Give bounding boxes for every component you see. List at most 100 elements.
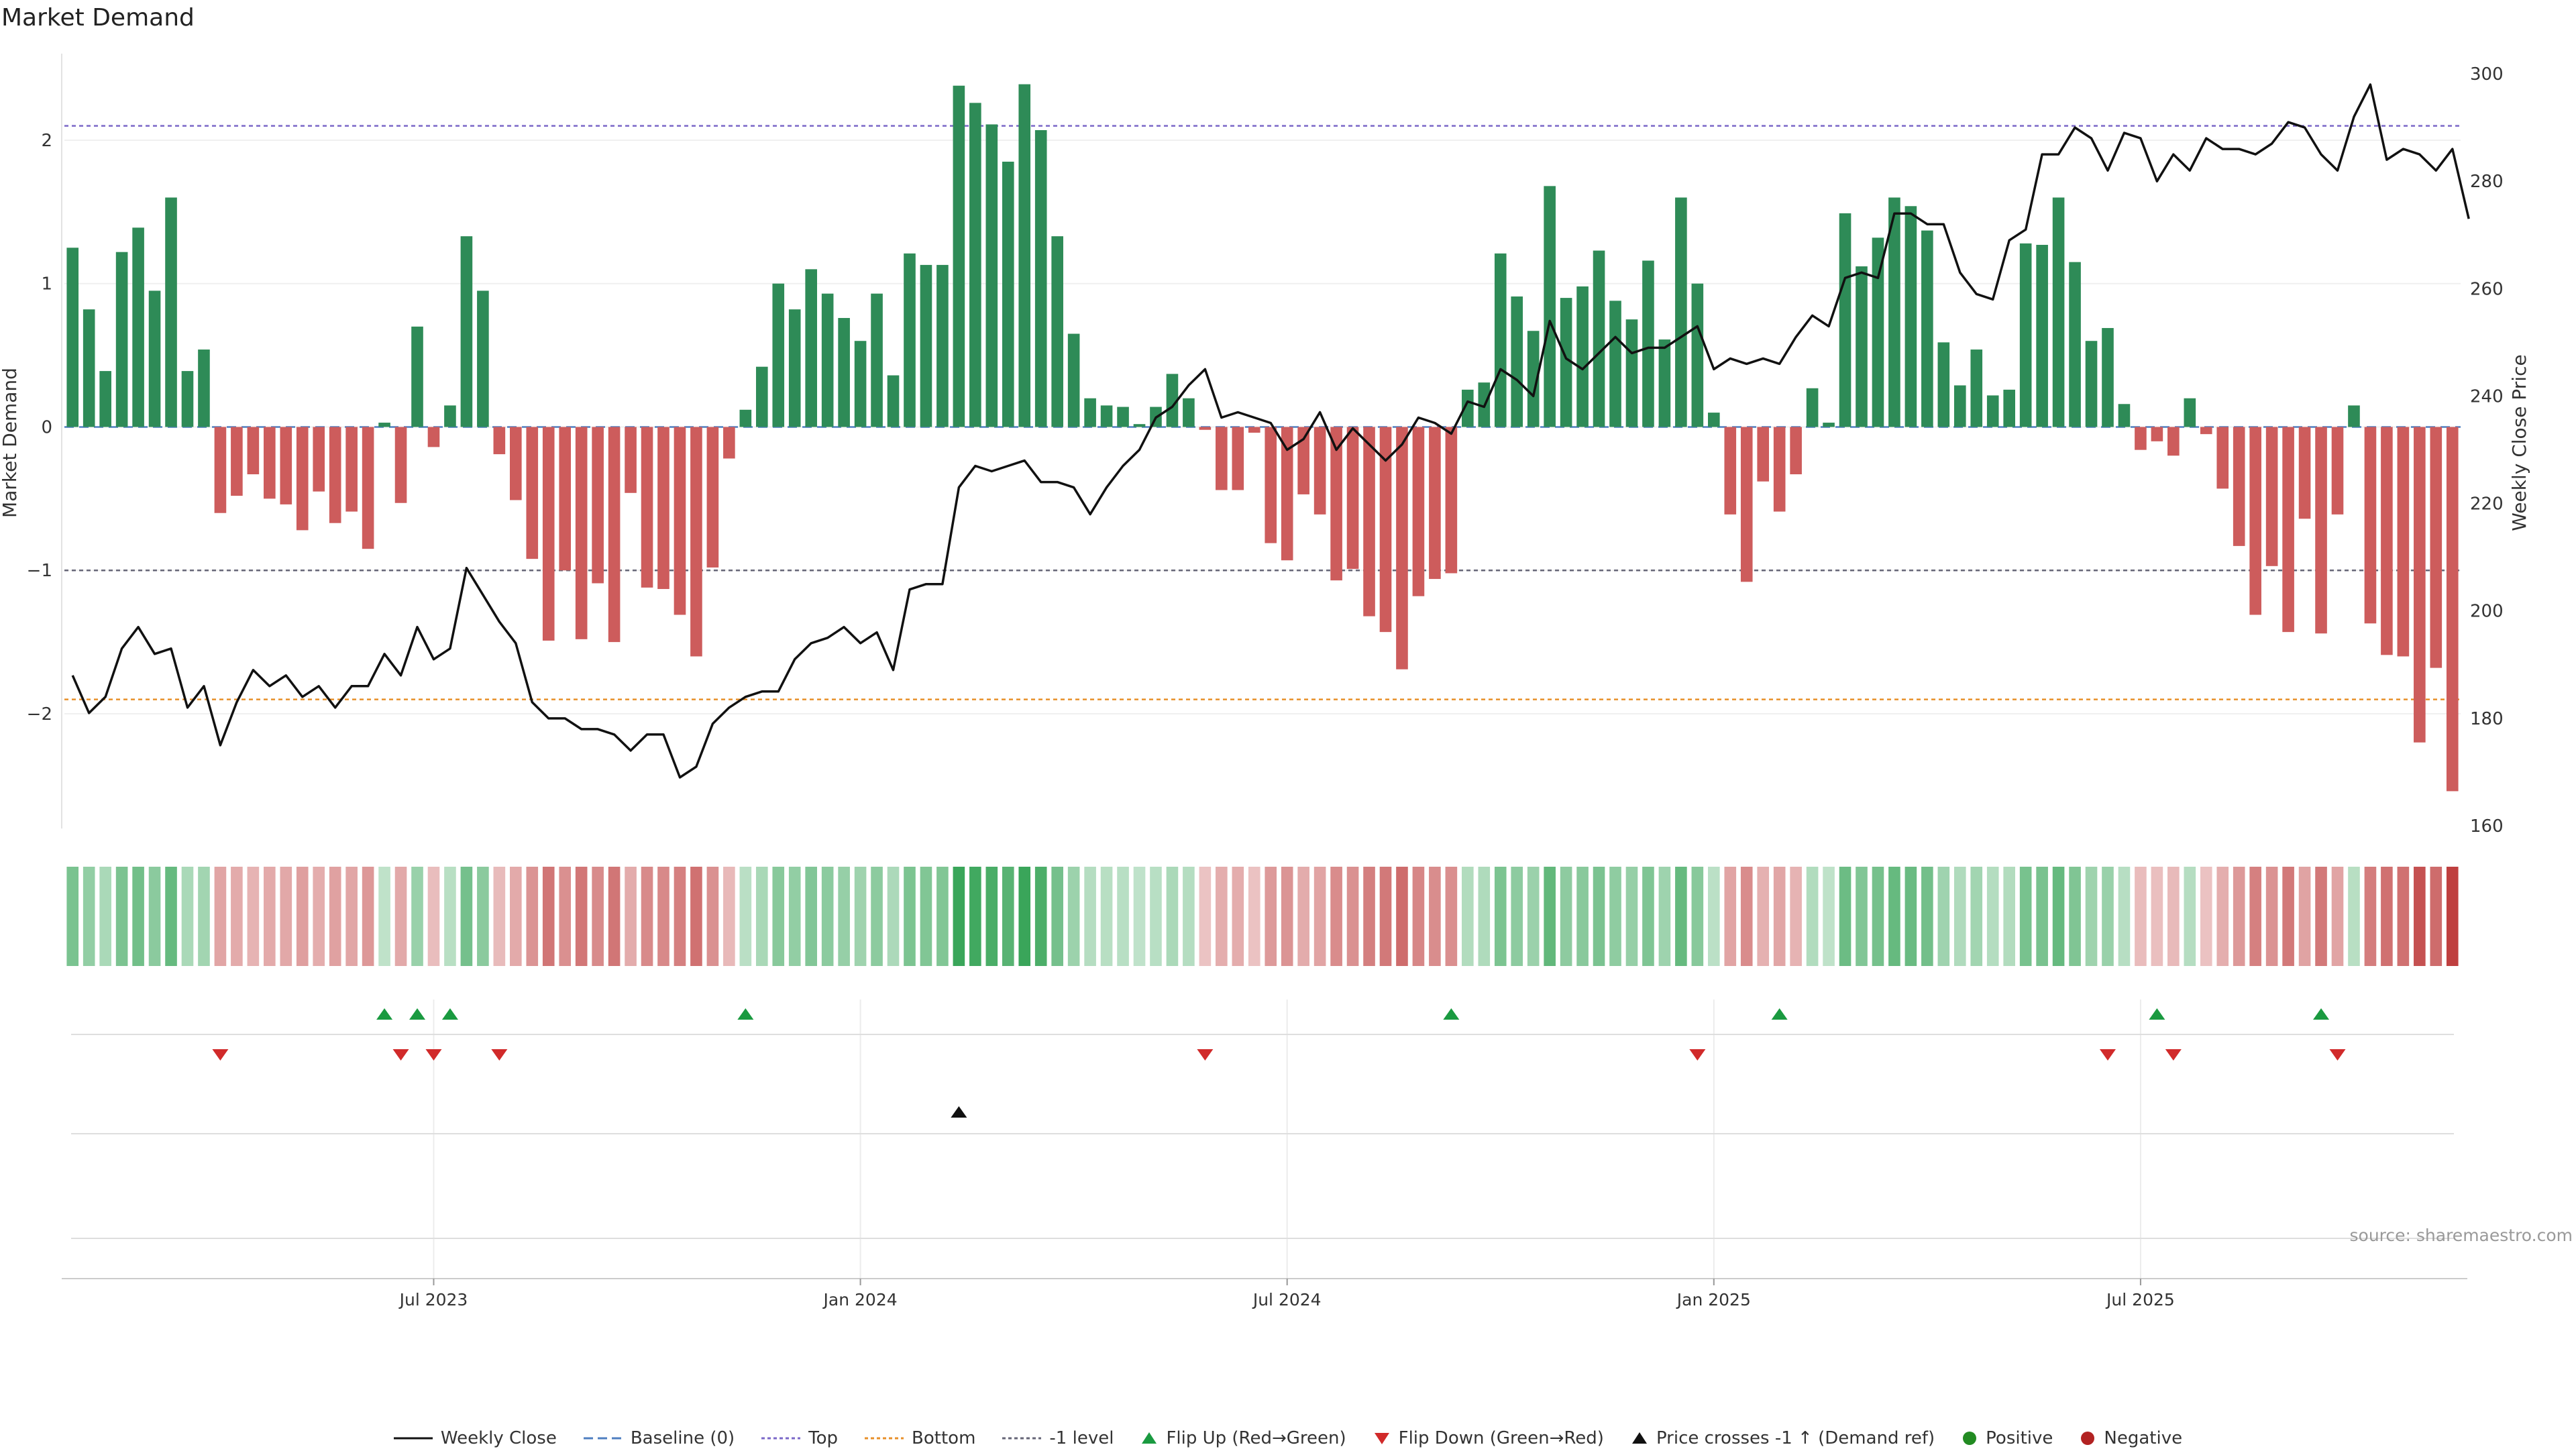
demand-bar	[2003, 389, 2015, 427]
heat-cell	[854, 867, 867, 966]
heat-cell	[887, 867, 900, 966]
demand-bar	[772, 283, 785, 427]
demand-bar	[2315, 427, 2327, 634]
heat-cell	[83, 867, 95, 966]
legend-item-baseline: Baseline (0)	[583, 1428, 735, 1448]
heat-cell	[2200, 867, 2212, 966]
demand-bar	[493, 427, 506, 455]
heat-cell	[1658, 867, 1671, 966]
heat-cell	[1544, 867, 1556, 966]
legend-label: Negative	[2104, 1428, 2183, 1448]
heat-cell	[1330, 867, 1342, 966]
heat-cell	[394, 867, 407, 966]
demand-bar	[2364, 427, 2377, 624]
heat-cell	[198, 867, 210, 966]
heat-cell	[2397, 867, 2410, 966]
heat-cell	[772, 867, 785, 966]
demand-bar	[1970, 350, 1983, 427]
demand-bar	[1921, 230, 1933, 427]
demand-bar	[641, 427, 653, 588]
legend-label: Bottom	[912, 1428, 976, 1448]
legend-item-bottom: Bottom	[865, 1428, 975, 1448]
flip-down-marker	[212, 1049, 229, 1061]
demand-bar	[1232, 427, 1244, 490]
demand-bar	[329, 427, 341, 523]
legend-item-negative: Negative	[2080, 1428, 2182, 1448]
heat-cell	[1133, 867, 1146, 966]
heat-cell	[1494, 867, 1507, 966]
heat-cell	[674, 867, 686, 966]
heat-cell	[362, 867, 374, 966]
heat-cell	[2348, 867, 2360, 966]
x-tick-label: Jul 2025	[2105, 1290, 2175, 1309]
heat-cell	[1018, 867, 1031, 966]
heat-cell	[2265, 867, 2278, 966]
demand-heat-strip	[66, 867, 2459, 966]
demand-bar	[969, 103, 981, 427]
heat-cell	[2069, 867, 2081, 966]
demand-bar	[1560, 298, 1572, 427]
x-tick-label: Jul 2024	[1252, 1290, 1322, 1309]
demand-bar	[83, 309, 95, 427]
heat-cell	[1002, 867, 1014, 966]
demand-bar	[1494, 253, 1507, 427]
demand-bar	[1018, 84, 1031, 427]
demand-bar	[1790, 427, 1802, 475]
legend-label: -1 level	[1049, 1428, 1114, 1448]
heat-cell	[1576, 867, 1589, 966]
heat-cell	[1150, 867, 1162, 966]
demand-bar	[1313, 427, 1326, 515]
flip-up-marker	[1771, 1008, 1788, 1020]
flip-down-marker	[2329, 1049, 2346, 1061]
demand-bar	[1872, 237, 1884, 427]
y-left-tick-label: −2	[27, 704, 52, 724]
heat-cell	[559, 867, 572, 966]
flip-up-marker	[409, 1008, 426, 1020]
demand-bar	[2430, 427, 2443, 668]
x-tick-label: Jul 2023	[398, 1290, 468, 1309]
demand-bar	[1216, 427, 1228, 490]
demand-bar	[1888, 197, 1900, 427]
demand-bar	[526, 427, 539, 559]
heat-cell	[214, 867, 227, 966]
heat-cell	[1346, 867, 1359, 966]
demand-bar	[313, 427, 325, 492]
y-right-tick-label: 260	[2470, 279, 2504, 299]
heat-cell	[2102, 867, 2114, 966]
heat-cell	[1691, 867, 1704, 966]
demand-bar	[755, 366, 768, 427]
heat-cell	[723, 867, 735, 966]
heat-cell	[625, 867, 637, 966]
heat-cell	[1740, 867, 1753, 966]
heat-cell	[2135, 867, 2147, 966]
demand-bar	[99, 371, 111, 427]
demand-bar	[1740, 427, 1753, 582]
demand-bar	[739, 409, 752, 427]
price-line-layer	[71, 83, 2470, 779]
demand-bar	[821, 293, 834, 427]
heat-cell	[444, 867, 456, 966]
heat-cell	[2052, 867, 2065, 966]
demand-bar	[264, 427, 276, 499]
heat-cell	[1856, 867, 1868, 966]
heat-cell	[1363, 867, 1375, 966]
heat-cell	[2315, 867, 2327, 966]
heat-cell	[165, 867, 177, 966]
y-right-tick-label: 300	[2470, 64, 2504, 85]
demand-bar	[2233, 427, 2245, 546]
demand-bar	[2135, 427, 2147, 450]
demand-bar	[1117, 407, 1129, 427]
demand-bar	[854, 341, 867, 427]
demand-bar	[542, 427, 555, 641]
demand-bar	[362, 427, 374, 549]
demand-bar	[1297, 427, 1309, 494]
heat-cell	[1937, 867, 1950, 966]
heat-cell	[1970, 867, 1983, 966]
demand-bar	[181, 371, 194, 427]
y-right-tick-label: 280	[2470, 172, 2504, 192]
heat-cell	[1265, 867, 1277, 966]
demand-bar	[2085, 341, 2098, 427]
demand-bar	[953, 85, 965, 427]
heat-cell	[805, 867, 817, 966]
demand-bar	[444, 405, 456, 427]
